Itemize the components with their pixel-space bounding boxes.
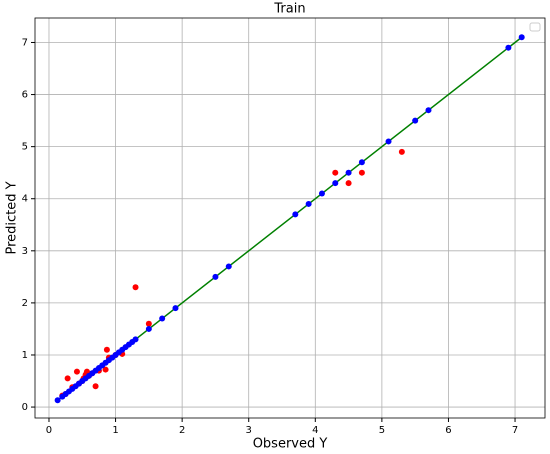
point (212, 273, 219, 280)
point (103, 346, 110, 353)
point (332, 180, 339, 187)
marks (54, 34, 525, 404)
point (318, 190, 325, 197)
x-tick-label: 3 (246, 425, 252, 436)
point (225, 263, 232, 270)
y-tick-label: 1 (22, 350, 28, 361)
point (505, 44, 512, 51)
point (358, 169, 365, 176)
point (159, 315, 166, 322)
y-tick-label: 2 (22, 298, 28, 309)
legend-box (529, 22, 541, 32)
point (64, 375, 71, 382)
x-tick-label: 7 (512, 425, 518, 436)
y-tick-label: 7 (22, 37, 28, 48)
point (412, 117, 419, 124)
x-tick-label: 1 (112, 425, 118, 436)
point (73, 368, 80, 375)
point (132, 336, 139, 343)
point (92, 383, 99, 390)
point (132, 284, 139, 291)
y-tick-label: 6 (22, 90, 28, 101)
x-tick-label: 4 (312, 425, 318, 436)
x-axis-label: Observed Y (253, 437, 328, 452)
point (172, 305, 179, 312)
y-tick-label: 0 (22, 402, 28, 413)
y-tick-label: 4 (22, 194, 28, 205)
y-axis-label: Predicted Y (5, 181, 20, 254)
x-tick-label: 6 (445, 425, 451, 436)
point (292, 211, 299, 218)
y-tick-label: 5 (22, 142, 28, 153)
axes-frame (34, 17, 546, 419)
point (305, 200, 312, 207)
point (145, 320, 152, 327)
grid (35, 18, 545, 418)
point (425, 107, 432, 114)
x-tick-label: 5 (379, 425, 385, 436)
x-tick-label: 0 (46, 425, 52, 436)
point (145, 325, 152, 332)
point (54, 397, 61, 404)
point (102, 366, 109, 373)
x-tick-label: 2 (179, 425, 185, 436)
point (518, 34, 525, 41)
point (385, 138, 392, 145)
point (345, 180, 352, 187)
point (332, 169, 339, 176)
point (398, 148, 405, 155)
chart-title: Train (273, 2, 305, 17)
point (358, 159, 365, 166)
y-tick-label: 3 (22, 246, 28, 257)
point (345, 169, 352, 176)
